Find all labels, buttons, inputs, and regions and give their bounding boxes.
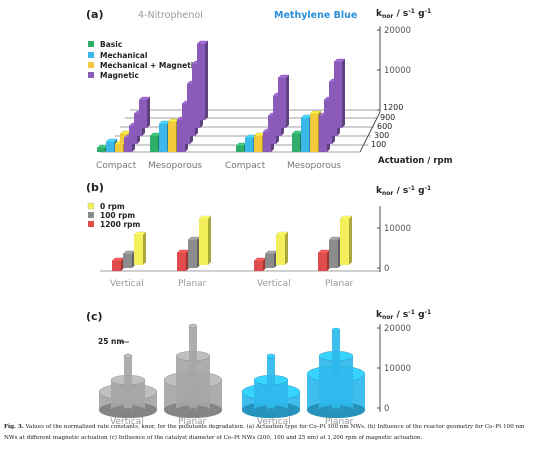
panel-b-bar xyxy=(198,215,212,265)
panel-a-bar xyxy=(277,74,290,128)
panel-b-bar xyxy=(133,231,147,265)
panel-b-cat-vertical-1: Vertical xyxy=(110,279,144,289)
panel-c-y-tick-20000: 20000 xyxy=(384,324,411,334)
panel-c-cat-planar-1: Planar xyxy=(178,417,207,427)
panel-c-cylinder xyxy=(188,323,198,412)
panel-a-bars xyxy=(96,40,346,152)
title-methylene-blue: Methylene Blue xyxy=(274,10,357,21)
legend-swatch-0rpm xyxy=(87,202,95,210)
panel-c-cylinder xyxy=(331,327,341,412)
legend-label-magnetic: Magnetic xyxy=(100,71,139,80)
panel-b-y-title: knor / s-1 g-1 xyxy=(376,185,431,197)
panel-a-cat-mesoporous-1: Mesoporous xyxy=(148,161,202,171)
panel-c-cat-planar-2: Planar xyxy=(325,417,354,427)
title-4-nitrophenol: 4-Nitrophenol xyxy=(138,10,203,21)
legend-swatch-basic xyxy=(88,41,94,47)
panel-a-cat-mesoporous-2: Mesoporous xyxy=(287,161,341,171)
svg-text:knor / s-1 g-1: knor / s-1 g-1 xyxy=(376,309,431,321)
panel-b-bar xyxy=(339,215,353,265)
panel-a-depth-tick-300: 300 xyxy=(374,131,389,140)
panel-a-bar xyxy=(196,40,209,120)
panel-b-bar xyxy=(253,257,267,271)
legend-label-1200rpm: 1200 rpm xyxy=(100,220,141,229)
panel-a-cat-compact-2: Compact xyxy=(225,161,266,171)
panel-b-cat-vertical-2: Vertical xyxy=(257,279,291,289)
panel-a-cat-compact-1: Compact xyxy=(96,161,137,171)
panel-b-bar xyxy=(122,250,136,268)
panel-b-bars xyxy=(111,215,353,271)
panel-b-bar xyxy=(187,236,201,268)
panel-b-bar xyxy=(317,249,331,271)
panel-a-depth-tick-1200: 1200 xyxy=(383,103,403,112)
panel-c-cylinder xyxy=(266,353,276,412)
panel-b-y-tick-0: 0 xyxy=(384,264,389,274)
panel-c-y-title: knor / s-1 g-1 xyxy=(376,309,431,321)
legend-label-mech-magnetic: Mechanical + Magnetic xyxy=(100,61,198,70)
panel-b-bar xyxy=(111,257,125,271)
panel-c: (c) knor / s-1 g-1 20000 10000 0 25 nm V… xyxy=(86,309,431,427)
panel-c-label: (c) xyxy=(86,310,103,323)
panel-b-label: (b) xyxy=(86,181,104,194)
panel-c-y-tick-10000: 10000 xyxy=(384,364,411,374)
panel-b-bar xyxy=(275,231,289,265)
panel-b-bar xyxy=(264,250,278,268)
caption-lead: Fig. 3. xyxy=(4,424,24,430)
legend-swatch-1200rpm xyxy=(88,221,94,227)
svg-text:knor / s-1 g-1: knor / s-1 g-1 xyxy=(376,8,431,20)
legend-swatch-magnetic xyxy=(88,72,94,78)
panel-a-y-tick-10000: 10000 xyxy=(384,66,411,76)
panel-b-bar xyxy=(176,249,190,271)
panel-b-y-tick-10000: 10000 xyxy=(384,224,411,234)
panel-c-y-tick-0: 0 xyxy=(384,404,389,414)
figure-caption: Fig. 3. Values of the normalized rate co… xyxy=(4,422,528,443)
panel-a-legend: Basic Mechanical Mechanical + Magnetic M… xyxy=(88,40,198,80)
panel-a-y-title: knor / s-1 g-1 xyxy=(376,8,431,20)
panel-c-cat-vertical-2: Vertical xyxy=(257,417,291,427)
panel-a-depth-tick-100: 100 xyxy=(371,140,386,149)
panel-a-bar xyxy=(138,96,151,128)
panel-a-depth-axis xyxy=(359,111,381,153)
legend-label-basic: Basic xyxy=(100,40,122,49)
panel-b: (b) knor / s-1 g-1 10000 0 0 rpm 100 rpm… xyxy=(86,181,431,289)
legend-label-mechanical: Mechanical xyxy=(100,51,147,60)
panel-b-bar xyxy=(328,236,342,268)
legend-swatch-mech-magnetic xyxy=(88,62,94,68)
panel-a-y-tick-20000: 20000 xyxy=(384,26,411,36)
legend-swatch-mechanical xyxy=(88,52,94,58)
panel-a-label: (a) xyxy=(86,8,103,21)
legend-label-100rpm: 100 rpm xyxy=(100,211,135,220)
panel-a-bar xyxy=(333,58,346,128)
panel-c-size-label: 25 nm xyxy=(98,337,124,346)
legend-label-0rpm: 0 rpm xyxy=(100,202,125,211)
panel-b-cat-planar-2: Planar xyxy=(325,279,354,289)
panel-b-cat-planar-1: Planar xyxy=(178,279,207,289)
panel-c-cylinder xyxy=(123,353,133,412)
panel-a: (a) 4-Nitrophenol Methylene Blue knor / … xyxy=(86,8,453,171)
panel-a-depth-tick-600: 600 xyxy=(377,122,392,131)
panel-b-legend: 0 rpm 100 rpm 1200 rpm xyxy=(87,202,141,229)
caption-text: Values of the normalized rate constants,… xyxy=(4,424,525,441)
panel-a-depth-tick-900: 900 xyxy=(380,113,395,122)
panel-c-cylinders xyxy=(98,323,366,419)
legend-swatch-100rpm xyxy=(88,212,94,218)
svg-text:knor / s-1 g-1: knor / s-1 g-1 xyxy=(376,185,431,197)
panel-c-cat-vertical-1: Vertical xyxy=(110,417,144,427)
panel-a-depth-title: Actuation / rpm xyxy=(378,156,453,166)
